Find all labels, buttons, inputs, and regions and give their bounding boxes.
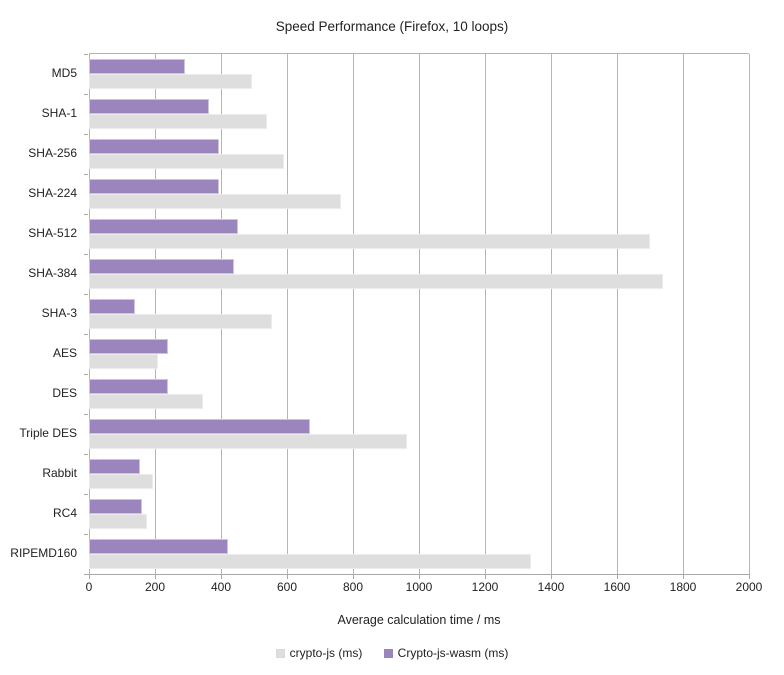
legend-label-crypto-js: crypto-js (ms) (289, 646, 363, 660)
y-axis-tick (84, 94, 88, 95)
category-label: SHA-256 (28, 146, 77, 160)
bar-crypto-js (89, 514, 147, 529)
x-tick-label: 600 (276, 580, 298, 594)
x-axis-tick (155, 575, 156, 579)
bar-crypto-js-wasm (89, 219, 238, 234)
y-axis-tick (84, 414, 88, 415)
bar-crypto-js (89, 354, 159, 369)
chart-title: Speed Performance (Firefox, 10 loops) (275, 19, 509, 34)
x-tick-label: 1000 (405, 580, 433, 594)
y-axis-tick (84, 254, 88, 255)
x-axis-tick (353, 575, 354, 579)
x-axis-labels: 0 200 400 600 800 1000 1200 1400 1600 1800 2000 (0, 580, 784, 595)
bar-crypto-js (89, 274, 664, 289)
x-axis-tick (749, 575, 750, 579)
x-axis-tick (419, 575, 420, 579)
bar-crypto-js-wasm (89, 139, 220, 154)
x-tick-label: 1200 (471, 580, 499, 594)
legend-label-crypto-js-wasm: Crypto-js-wasm (ms) (397, 646, 509, 660)
category-label: SHA-3 (41, 306, 77, 320)
category-label: SHA-224 (28, 186, 77, 200)
y-axis-tick (84, 334, 88, 335)
legend-item-crypto-js: crypto-js (ms) (275, 646, 363, 660)
category-label: Rabbit (42, 466, 77, 480)
gridline (617, 54, 618, 574)
y-axis-tick (84, 294, 88, 295)
y-axis-tick (84, 534, 88, 535)
x-tick-label: 2000 (735, 580, 763, 594)
bar-crypto-js (89, 314, 273, 329)
x-tick-label: 1800 (669, 580, 697, 594)
plot-area (84, 53, 750, 579)
x-tick-label: 800 (342, 580, 364, 594)
category-label: RIPEMD160 (10, 546, 77, 560)
x-axis-tick (617, 575, 618, 579)
gridline (485, 54, 486, 574)
bar-crypto-js-wasm (89, 379, 169, 394)
bar-crypto-js-wasm (89, 59, 185, 74)
gridline (287, 54, 288, 574)
bar-crypto-js (89, 154, 284, 169)
bar-crypto-js (89, 474, 154, 489)
bar-crypto-js-wasm (89, 419, 311, 434)
bar-crypto-js-wasm (89, 539, 228, 554)
x-axis-tick (551, 575, 552, 579)
category-label: RC4 (52, 506, 77, 520)
x-axis-line (88, 574, 750, 575)
bar-crypto-js (89, 434, 408, 449)
bar-crypto-js (89, 394, 203, 409)
gridline (353, 54, 354, 574)
y-axis-tick (84, 574, 88, 575)
legend-item-crypto-js-wasm: Crypto-js-wasm (ms) (383, 646, 509, 660)
legend-swatch-crypto-js (275, 649, 285, 658)
gridline (749, 54, 750, 574)
bar-crypto-js (89, 74, 253, 89)
bar-crypto-js-wasm (89, 459, 141, 474)
category-label: MD5 (51, 66, 77, 80)
x-tick-label: 200 (144, 580, 166, 594)
category-label: SHA-512 (28, 226, 77, 240)
x-axis-tick (221, 575, 222, 579)
x-tick-label: 1600 (603, 580, 631, 594)
x-tick-label: 0 (85, 580, 93, 594)
gridline (551, 54, 552, 574)
bar-crypto-js-wasm (89, 259, 235, 274)
x-axis-title: Average calculation time / ms (337, 613, 501, 627)
y-axis-tick (84, 374, 88, 375)
y-axis-tick (84, 454, 88, 455)
bar-crypto-js-wasm (89, 99, 210, 114)
category-label: Triple DES (19, 426, 77, 440)
x-tick-label: 1400 (537, 580, 565, 594)
y-axis-tick (84, 174, 88, 175)
bar-crypto-js (89, 554, 532, 569)
bar-crypto-js-wasm (89, 299, 136, 314)
bar-crypto-js (89, 114, 268, 129)
x-axis-tick (287, 575, 288, 579)
y-axis-tick (84, 134, 88, 135)
bar-crypto-js-wasm (89, 499, 142, 514)
bar-crypto-js-wasm (89, 179, 220, 194)
x-axis-tick (683, 575, 684, 579)
gridline (683, 54, 684, 574)
x-axis-tick (89, 575, 90, 579)
y-axis-tick (84, 494, 88, 495)
gridline (419, 54, 420, 574)
category-label: AES (52, 346, 77, 360)
legend-swatch-crypto-js-wasm (383, 649, 393, 658)
x-axis-tick (485, 575, 486, 579)
x-tick-label: 400 (210, 580, 232, 594)
bar-crypto-js (89, 194, 342, 209)
y-axis-tick (84, 54, 88, 55)
category-label: SHA-1 (41, 106, 77, 120)
category-label: SHA-384 (28, 266, 77, 280)
y-axis-tick (84, 214, 88, 215)
bar-crypto-js (89, 234, 650, 249)
legend: crypto-js (ms) Crypto-js-wasm (ms) (0, 646, 784, 660)
bar-crypto-js-wasm (89, 339, 169, 354)
category-label: DES (52, 386, 77, 400)
